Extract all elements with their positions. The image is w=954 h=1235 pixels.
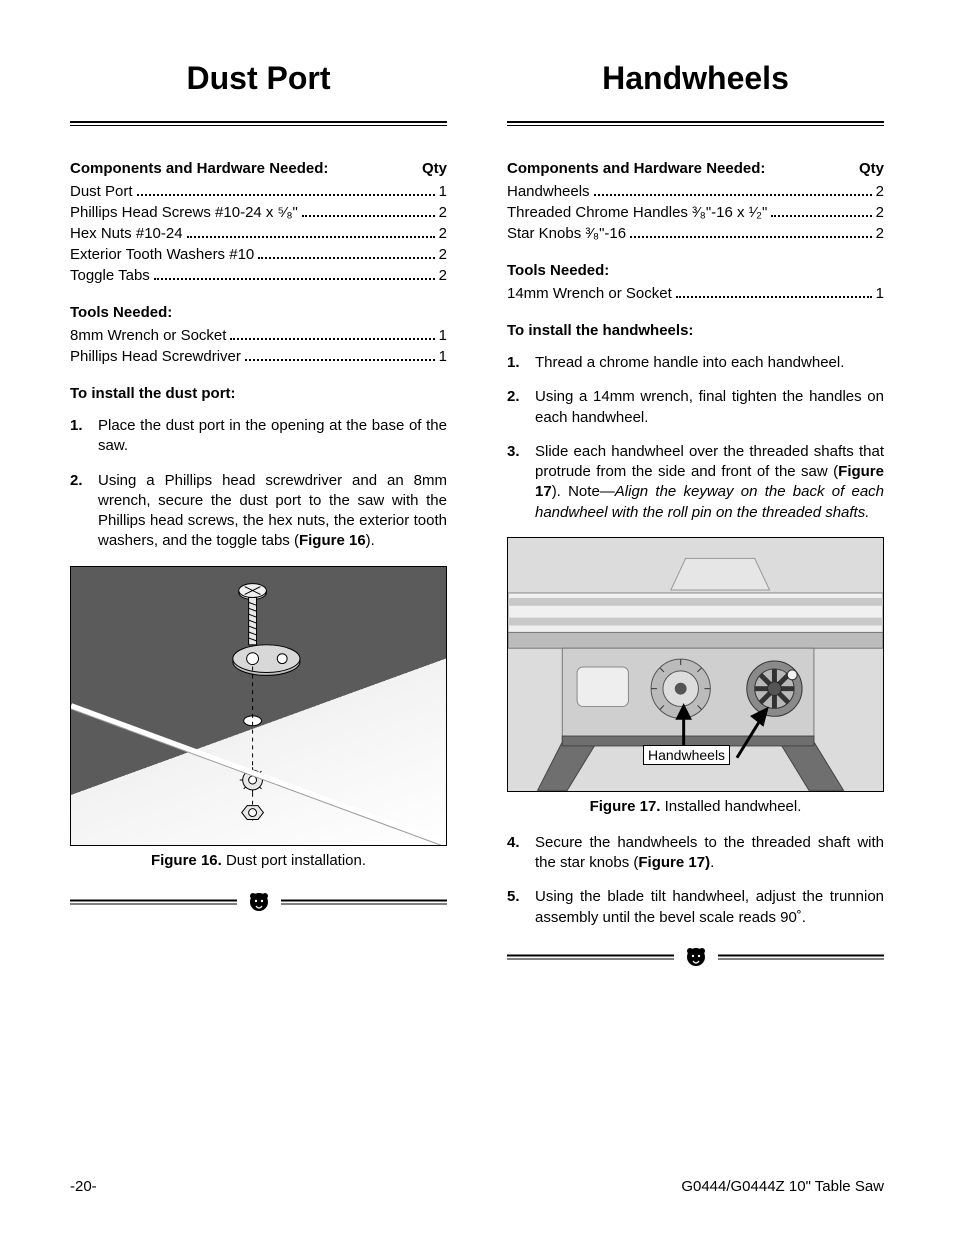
- item-qty: 2: [876, 223, 884, 244]
- right-steps-continued: Secure the handwheels to the threaded sh…: [507, 833, 884, 928]
- left-tools-list: 8mm Wrench or Socket 1Phillips Head Scre…: [70, 325, 447, 367]
- item-label: Dust Port: [70, 181, 133, 202]
- left-components-list: Dust Port 1Phillips Head Screws #10-24 x…: [70, 181, 447, 286]
- step-text: Using the blade tilt handwheel, adjust t…: [535, 887, 884, 928]
- page-footer: -20- G0444/G0444Z 10" Table Saw: [70, 1178, 884, 1195]
- dotted-row: Toggle Tabs 2: [70, 265, 447, 286]
- qty-header: Qty: [859, 160, 884, 177]
- item-label: Phillips Head Screwdriver: [70, 346, 241, 367]
- tools-header: Tools Needed:: [507, 262, 884, 279]
- item-qty: 2: [439, 223, 447, 244]
- item-label: Hex Nuts #10-24: [70, 223, 183, 244]
- title-rule: [70, 121, 447, 126]
- item-qty: 1: [439, 325, 447, 346]
- right-components-list: Handwheels 2Threaded Chrome Handles ³⁄₈"…: [507, 181, 884, 244]
- components-header-row: Components and Hardware Needed: Qty: [507, 160, 884, 177]
- install-header: To install the handwheels:: [507, 322, 884, 339]
- section-ornament: [70, 887, 447, 917]
- dotted-row: 14mm Wrench or Socket 1: [507, 283, 884, 304]
- item-qty: 1: [439, 346, 447, 367]
- item-qty: 2: [876, 202, 884, 223]
- figure-16-caption-bold: Figure 16.: [151, 852, 222, 869]
- components-header: Components and Hardware Needed:: [70, 160, 328, 177]
- bear-icon: [684, 945, 708, 969]
- item-label: Handwheels: [507, 181, 590, 202]
- right-tools-list: 14mm Wrench or Socket 1: [507, 283, 884, 304]
- item-label: Toggle Tabs: [70, 265, 150, 286]
- item-label: 8mm Wrench or Socket: [70, 325, 226, 346]
- item-label: Threaded Chrome Handles ³⁄₈"-16 x ¹⁄₂": [507, 202, 767, 223]
- step-text: Secure the handwheels to the threaded sh…: [535, 833, 884, 874]
- step-text: Using a Phillips head screwdriver and an…: [98, 471, 447, 552]
- dotted-row: Phillips Head Screwdriver 1: [70, 346, 447, 367]
- left-column: Dust Port Components and Hardware Needed…: [70, 60, 447, 978]
- step-text: Place the dust port in the opening at th…: [98, 416, 447, 457]
- components-header-row: Components and Hardware Needed: Qty: [70, 160, 447, 177]
- bear-icon: [247, 890, 271, 914]
- item-qty: 1: [439, 181, 447, 202]
- right-column: Handwheels Components and Hardware Neede…: [507, 60, 884, 978]
- right-title: Handwheels: [507, 60, 884, 97]
- dotted-row: Handwheels 2: [507, 181, 884, 202]
- dotted-row: Hex Nuts #10-24 2: [70, 223, 447, 244]
- dotted-row: Threaded Chrome Handles ³⁄₈"-16 x ¹⁄₂" 2: [507, 202, 884, 223]
- step-item: Thread a chrome handle into each handwhe…: [507, 353, 884, 373]
- item-label: Phillips Head Screws #10-24 x ⁵⁄₈": [70, 202, 298, 223]
- left-steps: Place the dust port in the opening at th…: [70, 416, 447, 552]
- figure-17-label: Handwheels: [643, 745, 730, 765]
- step-item: Using a 14mm wrench, final tighten the h…: [507, 387, 884, 428]
- figure-16-svg: [71, 567, 446, 845]
- figure-17-caption-bold: Figure 17.: [590, 798, 661, 815]
- components-header: Components and Hardware Needed:: [507, 160, 765, 177]
- figure-17-caption-rest: Installed handwheel.: [660, 798, 801, 815]
- dotted-row: Star Knobs ³⁄₈"-16 2: [507, 223, 884, 244]
- item-qty: 2: [439, 265, 447, 286]
- left-title: Dust Port: [70, 60, 447, 97]
- footer-model: G0444/G0444Z 10" Table Saw: [681, 1178, 884, 1195]
- page-number: -20-: [70, 1178, 97, 1195]
- step-text: Thread a chrome handle into each handwhe…: [535, 353, 884, 373]
- figure-17: Handwheels: [507, 537, 884, 792]
- item-qty: 2: [439, 202, 447, 223]
- qty-header: Qty: [422, 160, 447, 177]
- step-item: Slide each handwheel over the threaded s…: [507, 442, 884, 523]
- dotted-row: 8mm Wrench or Socket 1: [70, 325, 447, 346]
- step-item: Place the dust port in the opening at th…: [70, 416, 447, 457]
- figure-16-caption: Figure 16. Dust port installation.: [70, 852, 447, 869]
- figure-16-caption-rest: Dust port installation.: [222, 852, 366, 869]
- tools-header: Tools Needed:: [70, 304, 447, 321]
- title-rule: [507, 121, 884, 126]
- right-steps: Thread a chrome handle into each handwhe…: [507, 353, 884, 523]
- dotted-row: Dust Port 1: [70, 181, 447, 202]
- section-ornament: [507, 942, 884, 972]
- step-text: Using a 14mm wrench, final tighten the h…: [535, 387, 884, 428]
- item-label: Star Knobs ³⁄₈"-16: [507, 223, 626, 244]
- item-label: Exterior Tooth Washers #10: [70, 244, 254, 265]
- step-item: Using a Phillips head screwdriver and an…: [70, 471, 447, 552]
- step-item: Using the blade tilt handwheel, adjust t…: [507, 887, 884, 928]
- install-header: To install the dust port:: [70, 385, 447, 402]
- dotted-row: Phillips Head Screws #10-24 x ⁵⁄₈" 2: [70, 202, 447, 223]
- item-qty: 1: [876, 283, 884, 304]
- item-label: 14mm Wrench or Socket: [507, 283, 672, 304]
- item-qty: 2: [439, 244, 447, 265]
- figure-17-caption: Figure 17. Installed handwheel.: [507, 798, 884, 815]
- step-text: Slide each handwheel over the threaded s…: [535, 442, 884, 523]
- item-qty: 2: [876, 181, 884, 202]
- step-item: Secure the handwheels to the threaded sh…: [507, 833, 884, 874]
- figure-16: [70, 566, 447, 846]
- dotted-row: Exterior Tooth Washers #10 2: [70, 244, 447, 265]
